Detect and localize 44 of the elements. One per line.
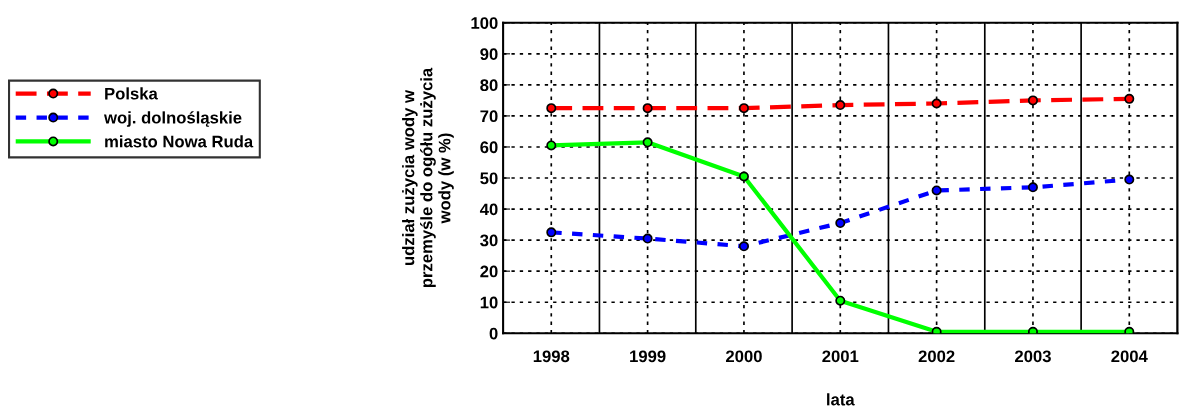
point bbox=[1124, 174, 1135, 185]
y-tick-label: 50 bbox=[480, 172, 498, 185]
y-tick-label: 100 bbox=[471, 17, 498, 29]
point bbox=[835, 295, 846, 306]
point bbox=[835, 218, 846, 229]
legend-label: miasto Nowa Ruda bbox=[105, 135, 254, 148]
y-axis-title: udział zużycia wody w przemyśle do ogółu zużycia wody (w %) bbox=[402, 67, 454, 288]
x-tick-label: 1998 bbox=[533, 350, 570, 363]
y-tick-label: 90 bbox=[480, 48, 498, 61]
point bbox=[642, 103, 653, 114]
point bbox=[931, 185, 942, 196]
x-axis-title: lata bbox=[827, 393, 855, 406]
point bbox=[931, 98, 942, 109]
legend-label: Polska bbox=[105, 87, 158, 100]
point bbox=[642, 137, 653, 148]
point bbox=[546, 227, 557, 238]
y-tick-label: 40 bbox=[479, 203, 498, 216]
x-tick-label: 2001 bbox=[822, 350, 859, 363]
x-tick-label: 2002 bbox=[918, 350, 955, 363]
point bbox=[1027, 182, 1038, 193]
point bbox=[546, 140, 557, 151]
point bbox=[642, 233, 653, 244]
y-tick-label: 30 bbox=[480, 234, 498, 247]
x-tick-label: 2000 bbox=[725, 350, 762, 363]
y-tick-label: 0 bbox=[489, 327, 498, 340]
y-tick-label: 60 bbox=[480, 141, 498, 154]
point bbox=[546, 103, 557, 114]
y-tick-label: 70 bbox=[480, 110, 498, 123]
point bbox=[1027, 95, 1038, 106]
y-tick-label: 10 bbox=[480, 296, 498, 309]
point bbox=[738, 171, 749, 182]
point bbox=[1124, 326, 1135, 334]
point bbox=[931, 326, 942, 334]
x-tick-label: 2004 bbox=[1111, 350, 1148, 363]
point bbox=[835, 100, 846, 111]
point bbox=[1124, 93, 1135, 104]
point bbox=[738, 241, 749, 252]
y-tick-label: 80 bbox=[480, 79, 498, 92]
point bbox=[738, 103, 749, 114]
point bbox=[1027, 326, 1038, 334]
x-tick-label: 2003 bbox=[1014, 350, 1051, 363]
legend-label: woj. dolnośląskie bbox=[104, 111, 242, 127]
y-tick-label: 20 bbox=[480, 265, 498, 278]
x-tick-label: 1999 bbox=[630, 350, 666, 363]
